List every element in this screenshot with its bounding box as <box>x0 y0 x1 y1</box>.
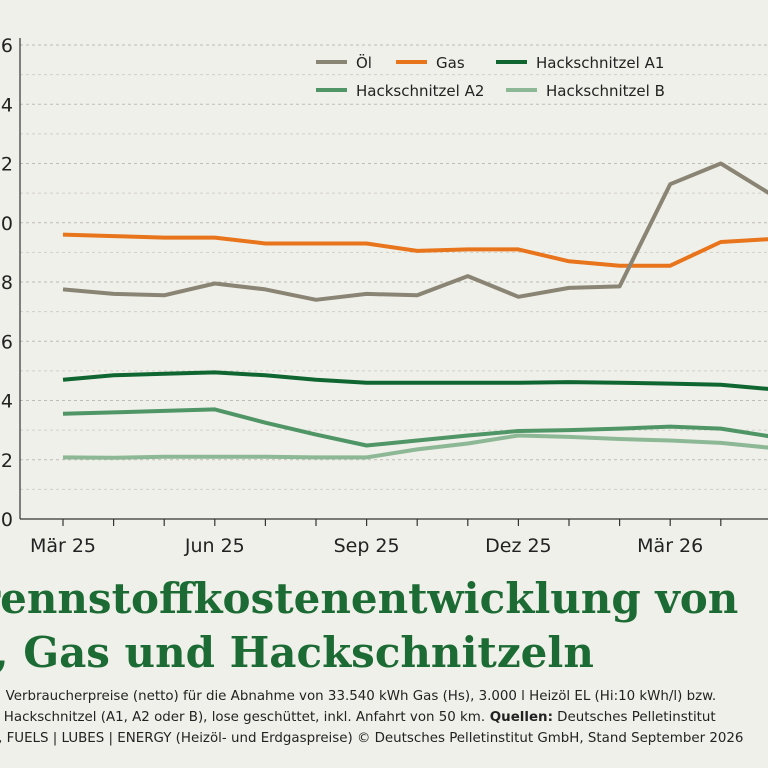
note-label-sources: Quellen: <box>485 710 553 725</box>
chart-title: rennstoffkostenentwicklung von l, Gas un… <box>0 572 768 680</box>
legend-label: Öl <box>356 53 372 72</box>
line-chart: 0 2 4 6 8 0 2 4 6 Mär 25 Jun 25 Sep 25 Dez 25 Mär 26… <box>1 35 768 557</box>
legend-item: Gas <box>396 54 465 72</box>
y-tick-label: 8 <box>1 272 13 294</box>
legend-label: Gas <box>436 54 465 72</box>
x-tick-label: Sep 25 <box>334 535 400 557</box>
x-tick-label: Mär 26 <box>637 535 703 557</box>
legend-label: Hackschnitzel B <box>546 82 665 100</box>
x-tick-label: Dez 25 <box>485 535 552 557</box>
chart-title-line-2: l, Gas und Hackschnitzeln <box>0 628 594 677</box>
series-line-gas <box>62 232 768 268</box>
series-line--l <box>62 161 768 302</box>
y-tick-label: 6 <box>1 35 13 57</box>
chart-title-line-1: rennstoffkostenentwicklung von <box>0 574 739 623</box>
axes <box>19 38 768 526</box>
legend: Öl Gas Hackschnitzel A1 Hackschnitzel A2 Hac… <box>316 53 665 100</box>
note-line-3: H, FUELS | LUBES | ENERGY (Heizöl- und E… <box>0 731 744 746</box>
y-tick-label: 0 <box>1 213 13 235</box>
y-tick-label: 4 <box>1 94 13 116</box>
note-text-2: M Hackschnitzel (A1, A2 oder B), lose ge… <box>0 710 486 725</box>
note-line-1: s: Verbraucherpreise (netto) für die Abn… <box>0 686 768 707</box>
y-tick-label: 0 <box>1 509 13 531</box>
y-tick-label: 6 <box>1 331 13 353</box>
legend-item: Öl <box>316 53 372 72</box>
grid-lines <box>20 44 768 490</box>
legend-item: Hackschnitzel A2 <box>316 82 484 100</box>
legend-label: Hackschnitzel A1 <box>536 54 664 72</box>
source-note: s: Verbraucherpreise (netto) für die Abn… <box>0 686 768 749</box>
series-line-hackschnitzel-a1 <box>62 370 768 391</box>
note-text-2b: Deutsches Pelletinstitut <box>552 710 716 725</box>
x-tick-label: Jun 25 <box>184 535 245 557</box>
y-tick-label: 2 <box>1 450 13 472</box>
legend-item: Hackschnitzel A1 <box>496 54 664 72</box>
x-tick-label: Mär 25 <box>30 535 96 557</box>
y-tick-label: 4 <box>1 391 13 413</box>
note-line-2: M Hackschnitzel (A1, A2 oder B), lose ge… <box>0 707 768 728</box>
series-lines <box>62 161 768 460</box>
note-label-1: s: <box>0 689 1 704</box>
legend-item: Hackschnitzel B <box>506 82 665 100</box>
legend-label: Hackschnitzel A2 <box>356 82 484 100</box>
series-line-hackschnitzel-a2 <box>62 407 768 448</box>
y-tick-labels: 0 2 4 6 8 0 2 4 6 <box>1 35 13 531</box>
series-line-hackschnitzel-b <box>62 433 768 460</box>
y-tick-label: 2 <box>1 154 13 176</box>
note-text-1: Verbraucherpreise (netto) für die Abnahm… <box>1 689 717 704</box>
